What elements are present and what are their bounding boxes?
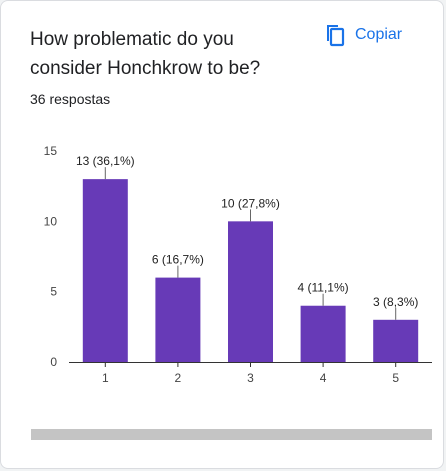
y-tick-label: 0: [50, 355, 57, 369]
copy-chart-button[interactable]: Copiar: [317, 19, 408, 51]
copy-icon: [323, 23, 345, 47]
copy-button-label: Copiar: [355, 26, 403, 43]
horizontal-scrollbar[interactable]: [31, 429, 432, 440]
x-tick-label: 2: [175, 371, 182, 385]
bar: [228, 221, 273, 362]
y-tick-label: 15: [44, 144, 58, 158]
y-tick-label: 10: [44, 214, 58, 228]
bar: [373, 319, 419, 362]
data-label: 6 (16,7%): [152, 253, 204, 267]
response-count: 36 respostas: [30, 91, 111, 107]
question-title: How problematic do you consider Honchkro…: [30, 29, 261, 79]
x-tick-label: 3: [247, 371, 254, 385]
x-tick-label: 1: [102, 371, 109, 385]
bar: [155, 277, 201, 362]
data-label: 13 (36,1%): [76, 154, 135, 168]
y-tick-label: 5: [50, 285, 57, 299]
data-label: 3 (8,3%): [373, 295, 418, 309]
x-tick-label: 4: [320, 371, 327, 385]
data-label: 10 (27,8%): [221, 196, 280, 210]
bar: [82, 179, 128, 362]
data-label: 4 (11,1%): [298, 281, 349, 295]
x-tick-label: 5: [392, 371, 399, 385]
bar-chart: 0 5 10 15 1 13 (36,1%) 2 6 (16,7%) 3 10 (27,8%) 4 4…: [44, 144, 432, 385]
bar: [300, 305, 346, 362]
